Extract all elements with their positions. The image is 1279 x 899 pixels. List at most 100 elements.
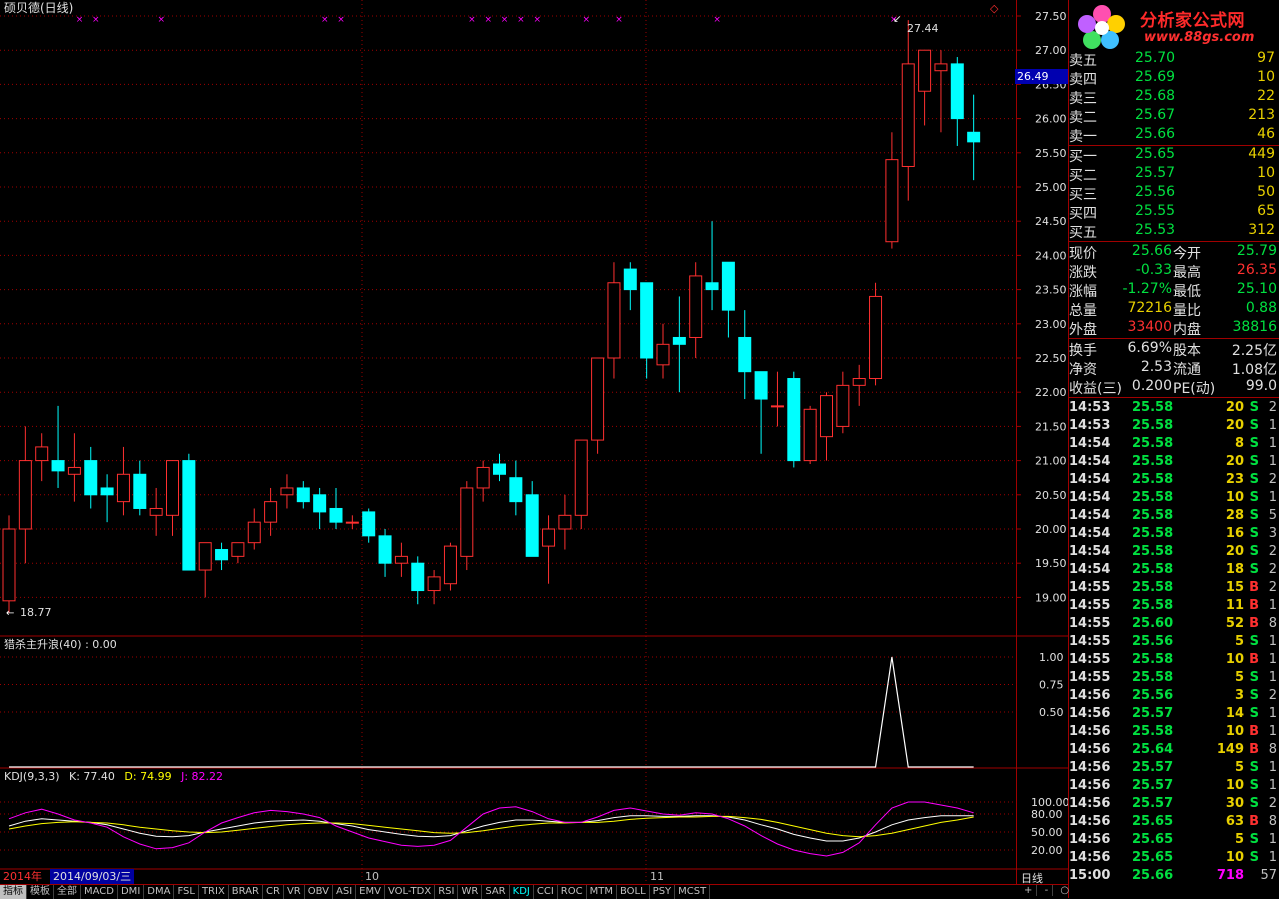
candle-body — [443, 545, 457, 585]
candle — [133, 460, 147, 516]
tick-time: 14:56 — [1069, 814, 1111, 829]
indicator-tab-trix[interactable]: TRIX — [199, 885, 229, 899]
zoom-out-button[interactable]: - — [1040, 885, 1054, 896]
candle — [116, 446, 130, 516]
tick-volume: 16 — [1225, 526, 1244, 541]
tick-direction: S — [1249, 562, 1259, 577]
stat-label: 今开 — [1173, 246, 1201, 262]
tick-count: 1 — [1268, 778, 1277, 793]
order-book-row[interactable]: 卖三 25.68 22 — [1069, 88, 1279, 107]
order-volume: 213 — [1248, 107, 1275, 123]
order-volume: 10 — [1257, 165, 1275, 181]
order-book-row[interactable]: 卖五 25.70 97 — [1069, 50, 1279, 69]
candle-body — [362, 511, 376, 537]
indicator-tab-vr[interactable]: VR — [284, 885, 305, 899]
stat-value: 0.88 — [1245, 300, 1277, 316]
tick-volume: 10 — [1225, 850, 1244, 865]
order-book-row[interactable]: 买二 25.57 10 — [1069, 165, 1279, 184]
indicator-tab-dma[interactable]: DMA — [144, 885, 175, 899]
reset-button[interactable]: ○ — [1060, 885, 1070, 896]
indicator-tab[interactable]: 全部 — [54, 885, 81, 899]
indicator-tab-cci[interactable]: CCI — [534, 885, 558, 899]
candle — [460, 481, 474, 571]
candle — [558, 494, 572, 550]
stat-label: 最低 — [1173, 284, 1201, 300]
indicator-tab-boll[interactable]: BOLL — [617, 885, 650, 899]
stat-value: 72216 — [1127, 300, 1172, 316]
candle — [215, 542, 229, 571]
order-book-row[interactable]: 卖二 25.67 213 — [1069, 107, 1279, 126]
tick-time: 14:56 — [1069, 724, 1111, 739]
tick-time: 14:54 — [1069, 562, 1111, 577]
stat-label: 内盘 — [1173, 322, 1201, 338]
tick-volume: 10 — [1225, 724, 1244, 739]
tick-time: 14:54 — [1069, 508, 1111, 523]
indicator-tab-mcst[interactable]: MCST — [675, 885, 711, 899]
order-level-label: 买三 — [1069, 187, 1097, 203]
tick-direction: S — [1249, 778, 1259, 793]
order-book-row[interactable]: 买三 25.56 50 — [1069, 184, 1279, 203]
indicator-tab-cr[interactable]: CR — [263, 885, 284, 899]
indicator-tab[interactable]: 模板 — [27, 885, 54, 899]
tick-row: 14:55 25.58 10 B 1 — [1069, 652, 1279, 670]
kdj-axis-label: 100.00 — [1031, 796, 1069, 809]
candle — [836, 371, 850, 434]
candle-body — [378, 535, 392, 564]
stat-label: 最高 — [1173, 265, 1201, 281]
zoom-in-button[interactable]: + — [1020, 885, 1038, 896]
month-10-label: 10 — [365, 870, 379, 883]
indicator-tab-asi[interactable]: ASI — [333, 885, 357, 899]
indicator-tab-fsl[interactable]: FSL — [174, 885, 199, 899]
indicator-tab[interactable]: 指标 — [0, 885, 27, 899]
indicator-tab-rsi[interactable]: RSI — [435, 885, 459, 899]
signal-star-icon: × — [615, 15, 623, 25]
chart-area[interactable]: × × × × × × × × × × × × × × 硕贝德(日线) ◇ ↙ 27.44 ← 18.77… — [0, 0, 1016, 884]
indicator-axis-label: 1.00 — [1039, 651, 1064, 664]
indicator-tab-psy[interactable]: PSY — [650, 885, 676, 899]
tick-time: 14:56 — [1069, 706, 1111, 721]
tick-count: 1 — [1268, 436, 1277, 451]
order-volume: 10 — [1257, 69, 1275, 85]
stat-value: 25.10 — [1236, 281, 1277, 297]
kdj-j: J: 82.22 — [180, 770, 223, 783]
candle-body — [787, 378, 801, 462]
tick-row: 14:56 25.64 149 B 8 — [1069, 742, 1279, 760]
separator — [1069, 145, 1279, 146]
chart-canvas[interactable]: × × × × × × × × × × × × × × 硕贝德(日线) ◇ ↙ 27.44 ← 18.77… — [0, 0, 1016, 884]
indicator-tab-sar[interactable]: SAR — [482, 885, 510, 899]
candle-body — [149, 507, 163, 516]
tick-price: 25.57 — [1132, 706, 1174, 721]
indicator-tab-macd[interactable]: MACD — [81, 885, 118, 899]
logo-url: www.88gs.com — [1144, 30, 1255, 45]
tick-row: 14:53 25.58 20 S 1 — [1069, 418, 1279, 436]
indicator-tab-emv[interactable]: EMV — [356, 885, 385, 899]
tick-time: 14:54 — [1069, 472, 1111, 487]
candle-body — [591, 357, 605, 441]
order-book-row[interactable]: 买五 25.53 312 — [1069, 222, 1279, 241]
stat-value: -0.33 — [1135, 262, 1172, 278]
indicator-tab-wr[interactable]: WR — [458, 885, 483, 899]
tick-direction: B — [1249, 598, 1259, 613]
diamond-icon[interactable]: ◇ — [990, 2, 999, 15]
indicator-tab-obv[interactable]: OBV — [305, 885, 333, 899]
order-book-row[interactable]: 卖一 25.66 46 — [1069, 126, 1279, 145]
indicator-tab-mtm[interactable]: MTM — [587, 885, 617, 899]
indicator-tab-roc[interactable]: ROC — [558, 885, 587, 899]
order-book-row[interactable]: 买一 25.65 449 — [1069, 146, 1279, 165]
indicator-tab-voltdx[interactable]: VOL-TDX — [385, 885, 436, 899]
indicator-tab-kdj[interactable]: KDJ — [510, 885, 534, 899]
tick-count: 1 — [1268, 724, 1277, 739]
indicator-tab-dmi[interactable]: DMI — [118, 885, 145, 899]
site-logo: 分析家公式网 www.88gs.com — [1070, 0, 1279, 52]
candle — [329, 487, 343, 529]
candle-body — [100, 487, 114, 496]
order-book-row[interactable]: 卖四 25.69 10 — [1069, 69, 1279, 88]
tick-direction: S — [1249, 418, 1259, 433]
flower-logo-icon — [1078, 5, 1125, 49]
candle — [362, 508, 376, 543]
kdj-d-line — [8, 815, 974, 838]
candle — [869, 282, 883, 386]
candle-body — [198, 542, 212, 571]
order-book-row[interactable]: 买四 25.55 65 — [1069, 203, 1279, 222]
indicator-tab-brar[interactable]: BRAR — [229, 885, 263, 899]
